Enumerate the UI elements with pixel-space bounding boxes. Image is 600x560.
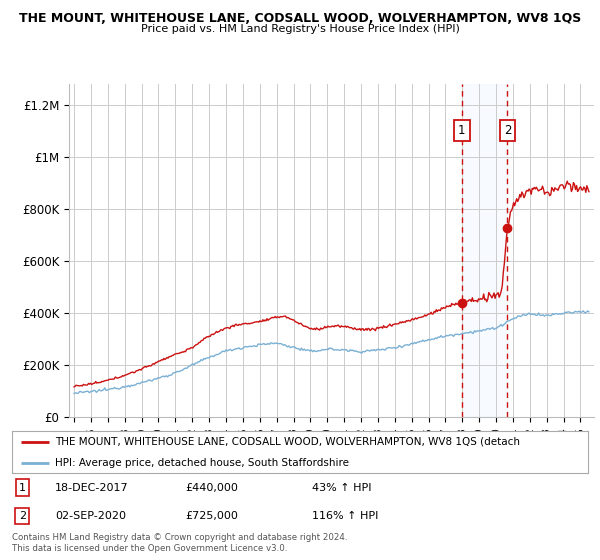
Text: 116% ↑ HPI: 116% ↑ HPI [311, 511, 378, 521]
Text: THE MOUNT, WHITEHOUSE LANE, CODSALL WOOD, WOLVERHAMPTON, WV8 1QS (detach: THE MOUNT, WHITEHOUSE LANE, CODSALL WOOD… [55, 437, 520, 447]
Text: Contains HM Land Registry data © Crown copyright and database right 2024.
This d: Contains HM Land Registry data © Crown c… [12, 533, 347, 553]
Bar [461, 84, 508, 417]
Text: £440,000: £440,000 [185, 483, 238, 493]
Text: £725,000: £725,000 [185, 511, 238, 521]
Text: 1: 1 [458, 124, 466, 137]
Text: 2: 2 [19, 511, 26, 521]
Text: 2: 2 [503, 124, 511, 137]
Text: 43% ↑ HPI: 43% ↑ HPI [311, 483, 371, 493]
Text: 1: 1 [19, 483, 26, 493]
Text: 18-DEC-2017: 18-DEC-2017 [55, 483, 129, 493]
Text: 02-SEP-2020: 02-SEP-2020 [55, 511, 126, 521]
Text: Price paid vs. HM Land Registry's House Price Index (HPI): Price paid vs. HM Land Registry's House … [140, 24, 460, 34]
Text: THE MOUNT, WHITEHOUSE LANE, CODSALL WOOD, WOLVERHAMPTON, WV8 1QS: THE MOUNT, WHITEHOUSE LANE, CODSALL WOOD… [19, 12, 581, 25]
Text: HPI: Average price, detached house, South Staffordshire: HPI: Average price, detached house, Sout… [55, 458, 349, 468]
